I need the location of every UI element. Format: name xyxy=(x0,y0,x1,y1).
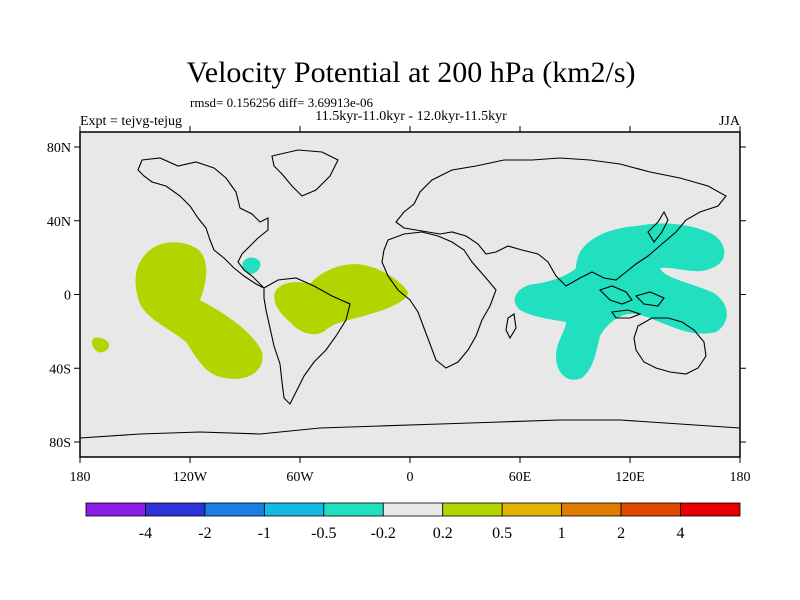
map-panel xyxy=(79,131,741,458)
longitude-axis: 180 120W 60W 0 60E 120E 180 xyxy=(70,126,751,485)
colorbar-label: -2 xyxy=(198,525,211,542)
lat-tick-label: 40S xyxy=(49,362,71,377)
figure-title: Velocity Potential at 200 hPa (km2/s) xyxy=(186,56,635,89)
lon-tick-label: 0 xyxy=(407,470,414,485)
lon-tick-label: 120W xyxy=(173,470,208,485)
anomaly-region-atlantic xyxy=(274,264,408,335)
season-label: JJA xyxy=(719,114,741,129)
colorbar-swatch xyxy=(382,502,444,517)
latitude-axis: 80N 40N 0 40S 80S xyxy=(47,141,746,451)
colorbar: -4 -2 -1 -0.5 -0.2 0.2 0.5 1 2 4 xyxy=(85,502,741,542)
colorbar-label: -1 xyxy=(258,525,271,542)
coastline-japan xyxy=(647,210,669,243)
colorbar-label: 4 xyxy=(677,525,685,542)
lat-tick-label: 80N xyxy=(47,141,71,156)
colorbar-swatch xyxy=(680,502,741,517)
coastline-south-america xyxy=(263,277,351,405)
colorbar-label: -0.5 xyxy=(311,525,336,542)
colorbar-swatch xyxy=(204,502,265,517)
colorbar-swatch xyxy=(85,502,146,517)
colorbar-swatch xyxy=(145,502,206,517)
coastlines xyxy=(79,149,741,439)
lat-tick-label: 40N xyxy=(47,215,71,230)
colorbar-label: -0.2 xyxy=(371,525,396,542)
colorbar-swatch xyxy=(501,502,563,517)
colorbar-swatch xyxy=(323,502,384,517)
anomaly-region-eastern-pacific xyxy=(135,242,263,379)
coastline-europe-asia xyxy=(395,157,727,287)
anomaly-region-south-pacific xyxy=(92,337,110,353)
colorbar-label: 2 xyxy=(617,525,625,542)
negative-anomaly-regions xyxy=(242,223,727,380)
lon-tick-label: 120E xyxy=(615,470,645,485)
lon-tick-label: 180 xyxy=(70,470,91,485)
coastline-africa xyxy=(381,231,497,369)
positive-anomaly-regions xyxy=(92,242,408,379)
colorbar-swatch xyxy=(263,502,325,517)
anomaly-region-indo-pacific xyxy=(514,223,727,380)
colorbar-swatch xyxy=(561,502,622,517)
coastline-australia xyxy=(633,317,707,375)
coastline-north-america xyxy=(137,157,269,289)
lat-tick-label: 80S xyxy=(49,436,71,451)
experiment-label: Expt = tejvg-tejug xyxy=(80,114,182,129)
colorbar-label: 0.5 xyxy=(492,525,512,542)
colorbar-label: 1 xyxy=(558,525,566,542)
colorbar-label: -4 xyxy=(139,525,152,542)
colorbar-swatch xyxy=(620,502,681,517)
lat-tick-label: 0 xyxy=(64,289,71,304)
anomaly-region-caribbean xyxy=(242,257,261,274)
coastline-antarctica xyxy=(79,419,741,439)
colorbar-swatch xyxy=(442,502,503,517)
lon-tick-label: 180 xyxy=(730,470,751,485)
stats-label: rmsd= 0.156256 diff= 3.69913e-06 xyxy=(190,95,374,110)
lon-tick-label: 60E xyxy=(509,470,532,485)
colorbar-label: 0.2 xyxy=(433,525,453,542)
coastline-indonesia xyxy=(598,285,665,319)
subtitle-label: 11.5kyr-11.0kyr - 12.0kyr-11.5kyr xyxy=(315,109,507,124)
lon-tick-label: 60W xyxy=(286,470,314,485)
coastline-madagascar xyxy=(505,313,517,340)
coastline-greenland xyxy=(271,149,339,197)
